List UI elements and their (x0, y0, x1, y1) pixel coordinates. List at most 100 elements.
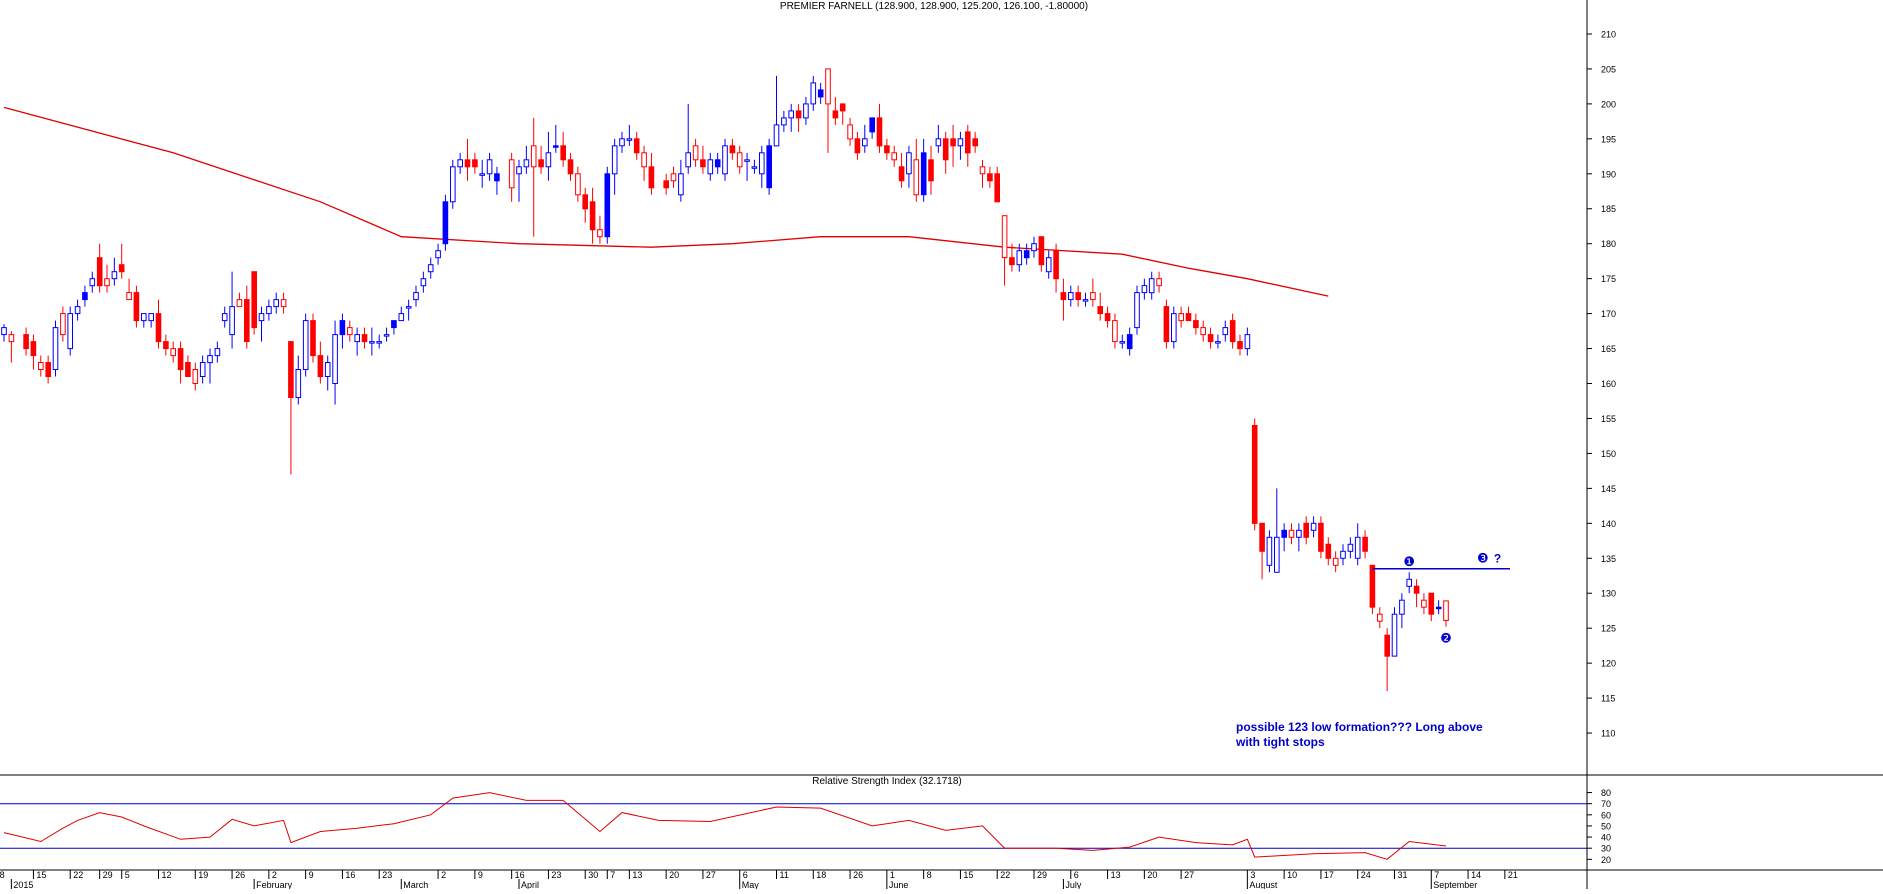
candle (126, 278, 132, 301)
candle (891, 145, 898, 167)
time-tick-label: 24 (1361, 870, 1371, 880)
candle-body (1082, 299, 1089, 302)
candle (987, 166, 993, 188)
candle-body (214, 348, 221, 357)
candle-body (1421, 599, 1427, 608)
candle-body (1288, 529, 1295, 538)
candle-body (538, 159, 544, 168)
candle-body (236, 299, 243, 308)
candle (670, 166, 677, 188)
candle (1259, 522, 1265, 580)
candle (67, 306, 74, 356)
candle-body (1318, 522, 1324, 552)
candle (435, 243, 441, 265)
marker-question-label: ? (1494, 551, 1501, 565)
candle (935, 124, 942, 153)
candle (442, 194, 449, 251)
candle-body (221, 313, 228, 322)
price-tick-label: 140 (1601, 519, 1616, 529)
candle (332, 320, 338, 405)
candle-body (1428, 592, 1435, 615)
candle-body (817, 89, 824, 98)
candle (1053, 243, 1059, 293)
candle-body (38, 362, 44, 370)
marker-1-label: ❶ (1403, 554, 1415, 569)
candle-body (854, 138, 861, 154)
candle-body (1134, 292, 1140, 329)
candle (1023, 243, 1030, 265)
candle (1325, 537, 1332, 566)
candle (920, 138, 927, 202)
candle (1443, 600, 1449, 627)
candle (1229, 313, 1236, 349)
candle (413, 285, 419, 307)
candle (1126, 327, 1133, 356)
candle-body (567, 159, 574, 175)
candle (663, 173, 670, 195)
candle (1391, 607, 1398, 657)
candle-body (994, 173, 1001, 203)
candle-body (773, 124, 780, 147)
candle-body (1090, 292, 1096, 301)
candle-body (795, 110, 802, 119)
rsi-line (3, 792, 1447, 860)
candle (1435, 600, 1442, 615)
candle-body (1347, 543, 1354, 552)
candle-body (810, 82, 817, 105)
candle (942, 131, 949, 174)
candle (1347, 537, 1354, 559)
candle-body (803, 103, 809, 119)
candle-body (1266, 536, 1273, 566)
candle-body (1068, 292, 1074, 301)
candle-body (310, 320, 316, 357)
candle (1274, 488, 1280, 573)
candle-body (192, 369, 199, 384)
candle (1377, 607, 1383, 629)
candle (118, 243, 125, 279)
candle-body (1362, 536, 1368, 552)
price-tick-label: 170 (1601, 309, 1616, 319)
candle-body (1369, 564, 1376, 608)
candle-body (1053, 250, 1059, 280)
candle-body (273, 299, 279, 308)
candle-body (1399, 599, 1405, 615)
candle-body (302, 320, 309, 371)
candle-body (722, 145, 728, 175)
candle-body (935, 138, 942, 147)
candle (1399, 593, 1405, 629)
candle (1119, 334, 1126, 349)
candle (52, 320, 59, 377)
candle-body (472, 159, 478, 168)
price-tick-label: 145 (1601, 484, 1616, 494)
candle (626, 124, 633, 146)
time-tick-label: 15 (963, 870, 973, 880)
candle (280, 292, 287, 314)
candle-body (707, 159, 714, 175)
candle-body (398, 313, 405, 322)
candle (1104, 306, 1111, 328)
time-tick-label: 23 (551, 870, 561, 880)
candle (8, 331, 15, 363)
candle (619, 131, 625, 153)
candle (545, 131, 552, 181)
candle-body (332, 334, 338, 385)
candle-body (141, 313, 147, 322)
candle-body (1274, 536, 1280, 573)
candle (1, 324, 7, 342)
time-axis: 8 15 22 29 5 12 19 26 2 9 16 23 2 9 16 23 30 7 13 20 27 6 11 18… (0, 870, 1518, 890)
candle-body (1097, 306, 1104, 315)
candle (979, 159, 986, 188)
candle-body (633, 138, 640, 154)
candle-body (486, 159, 493, 175)
candle (869, 117, 876, 139)
time-tick-label: 11 (780, 870, 789, 880)
annotation-note-line2: with tight stops (1235, 735, 1325, 749)
candle (317, 341, 324, 384)
candle (898, 152, 905, 188)
candle-body (685, 152, 692, 168)
time-tick-label: 23 (382, 870, 392, 880)
candle (450, 159, 456, 209)
candle-body (1377, 613, 1383, 622)
candle (700, 145, 706, 174)
